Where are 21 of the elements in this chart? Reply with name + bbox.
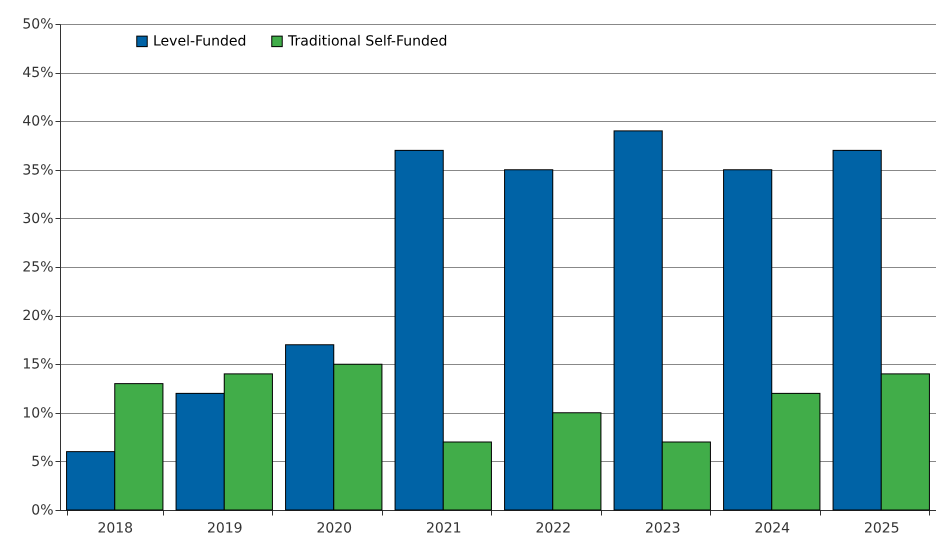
x-tick-label: 2022 bbox=[535, 520, 572, 535]
x-tick-label: 2021 bbox=[426, 520, 462, 535]
y-tick-label: 40% bbox=[22, 114, 54, 130]
legend-label: Level-Funded bbox=[153, 33, 246, 50]
x-tick-label: 2018 bbox=[97, 520, 134, 535]
y-tick-label: 20% bbox=[22, 308, 54, 324]
x-tick-label: 2023 bbox=[644, 520, 681, 535]
x-tick-label: 2020 bbox=[316, 520, 352, 535]
x-tick-label: 2024 bbox=[754, 520, 790, 535]
x-tick-label: 2025 bbox=[864, 520, 900, 535]
y-tick-label: 10% bbox=[22, 405, 54, 422]
x-tick-label: 2019 bbox=[206, 520, 243, 535]
y-tick-label: 5% bbox=[31, 454, 54, 470]
y-tick-label: 50% bbox=[22, 16, 54, 32]
y-tick-label: 0% bbox=[31, 502, 54, 518]
y-tick-label: 45% bbox=[22, 65, 54, 82]
y-tick-label: 35% bbox=[22, 162, 54, 178]
legend-label: Traditional Self-Funded bbox=[287, 33, 448, 50]
y-tick-label: 15% bbox=[22, 356, 54, 373]
y-tick-label: 30% bbox=[22, 210, 54, 227]
y-tick-label: 25% bbox=[22, 260, 54, 276]
